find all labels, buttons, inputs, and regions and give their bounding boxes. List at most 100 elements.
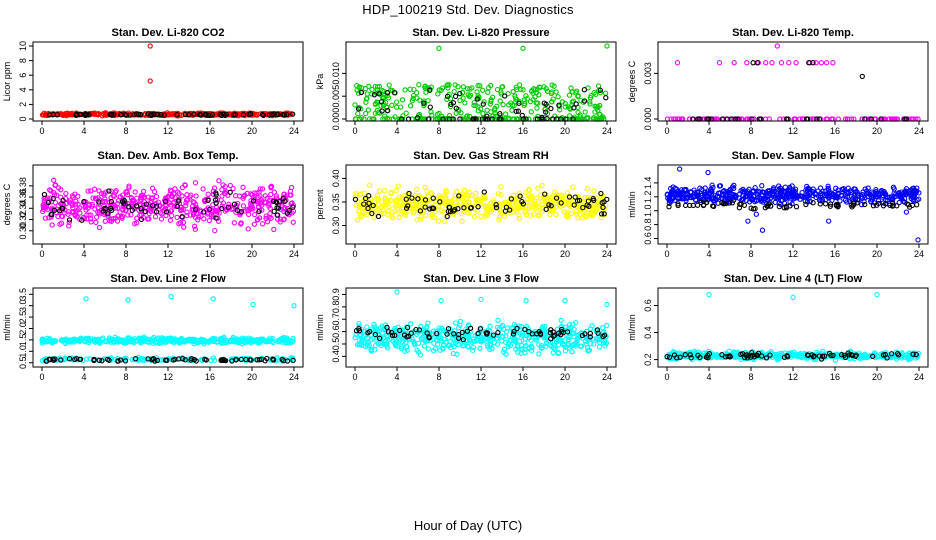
data-point xyxy=(290,357,296,364)
data-point xyxy=(745,218,751,224)
data-point xyxy=(240,184,246,190)
data-point xyxy=(664,353,670,360)
data-point xyxy=(358,106,364,112)
data-point xyxy=(581,98,588,104)
y-axis-label: percent xyxy=(315,189,325,220)
data-point xyxy=(536,329,542,335)
data-point xyxy=(429,205,435,211)
y-axis-label: ml/min xyxy=(2,314,12,341)
data-point xyxy=(371,92,378,98)
x-tick-label: 12 xyxy=(163,372,173,382)
data-point xyxy=(875,354,882,360)
data-point xyxy=(598,193,604,199)
data-point xyxy=(401,334,407,341)
x-tick-label: 0 xyxy=(352,372,357,382)
data-point xyxy=(123,112,130,118)
data-point xyxy=(602,90,609,96)
y-tick-label: 0.4 xyxy=(331,350,341,363)
data-point xyxy=(604,301,610,308)
data-point xyxy=(583,213,590,219)
data-point xyxy=(744,355,751,361)
y-tick-label: 0.8 xyxy=(331,301,341,314)
data-point xyxy=(728,195,735,201)
data-point xyxy=(854,197,861,203)
data-point xyxy=(407,103,414,109)
data-point xyxy=(763,60,769,66)
data-point xyxy=(378,342,384,349)
data-point xyxy=(778,189,784,195)
data-point xyxy=(378,205,384,211)
data-point xyxy=(92,337,98,344)
data-point xyxy=(741,202,748,208)
data-point xyxy=(519,347,525,353)
data-point xyxy=(593,202,599,208)
data-point xyxy=(595,202,602,209)
scatter-points xyxy=(664,166,922,243)
data-point xyxy=(883,197,889,204)
data-point xyxy=(259,221,266,227)
data-point xyxy=(533,337,539,343)
data-point xyxy=(108,216,115,222)
data-point xyxy=(753,211,759,217)
data-point xyxy=(577,211,583,217)
data-point xyxy=(676,166,683,172)
data-point xyxy=(579,205,585,212)
data-point xyxy=(744,60,750,66)
data-point xyxy=(591,188,597,194)
data-point xyxy=(731,60,737,66)
data-point xyxy=(116,336,122,342)
data-point xyxy=(496,217,502,223)
y-tick-label: 1.2 xyxy=(643,191,653,204)
data-point xyxy=(534,105,540,111)
x-tick-label: 0 xyxy=(664,249,669,259)
data-point xyxy=(915,237,921,243)
data-point xyxy=(54,112,61,118)
x-tick-label: 8 xyxy=(436,249,441,259)
data-point xyxy=(750,206,757,212)
data-point xyxy=(215,218,222,224)
data-point xyxy=(403,196,409,202)
data-point xyxy=(543,198,549,205)
data-point xyxy=(267,335,273,341)
y-tick-label: 0.005 xyxy=(331,85,341,108)
data-point xyxy=(206,217,212,224)
data-point xyxy=(182,111,188,118)
data-point xyxy=(807,198,813,205)
data-point xyxy=(803,201,809,208)
data-point xyxy=(268,191,274,198)
data-point xyxy=(132,338,139,344)
data-point xyxy=(488,98,494,105)
data-point xyxy=(46,112,53,118)
data-point xyxy=(491,197,497,203)
data-point xyxy=(907,350,913,356)
data-point xyxy=(559,99,566,105)
data-point xyxy=(109,207,115,213)
data-point xyxy=(762,205,768,211)
data-point xyxy=(147,43,153,49)
data-point xyxy=(389,332,396,339)
data-point xyxy=(384,343,390,349)
data-point xyxy=(518,86,524,93)
data-point xyxy=(465,193,472,199)
data-point xyxy=(251,221,258,227)
data-point xyxy=(440,342,447,349)
data-point xyxy=(600,204,606,211)
x-tick-label: 4 xyxy=(81,126,86,136)
data-point xyxy=(270,198,277,204)
data-point xyxy=(703,199,710,206)
data-point xyxy=(492,110,498,117)
data-point xyxy=(587,330,593,337)
data-point xyxy=(560,329,567,336)
data-point xyxy=(133,200,139,207)
data-point xyxy=(463,114,470,120)
data-point xyxy=(96,199,102,205)
data-point xyxy=(526,344,532,350)
data-point xyxy=(833,202,840,209)
data-point xyxy=(844,199,850,205)
data-point xyxy=(488,208,494,215)
data-point xyxy=(481,192,487,199)
data-point xyxy=(153,209,160,215)
x-tick-label: 24 xyxy=(914,249,924,259)
data-point xyxy=(558,317,564,323)
data-point xyxy=(380,210,387,217)
